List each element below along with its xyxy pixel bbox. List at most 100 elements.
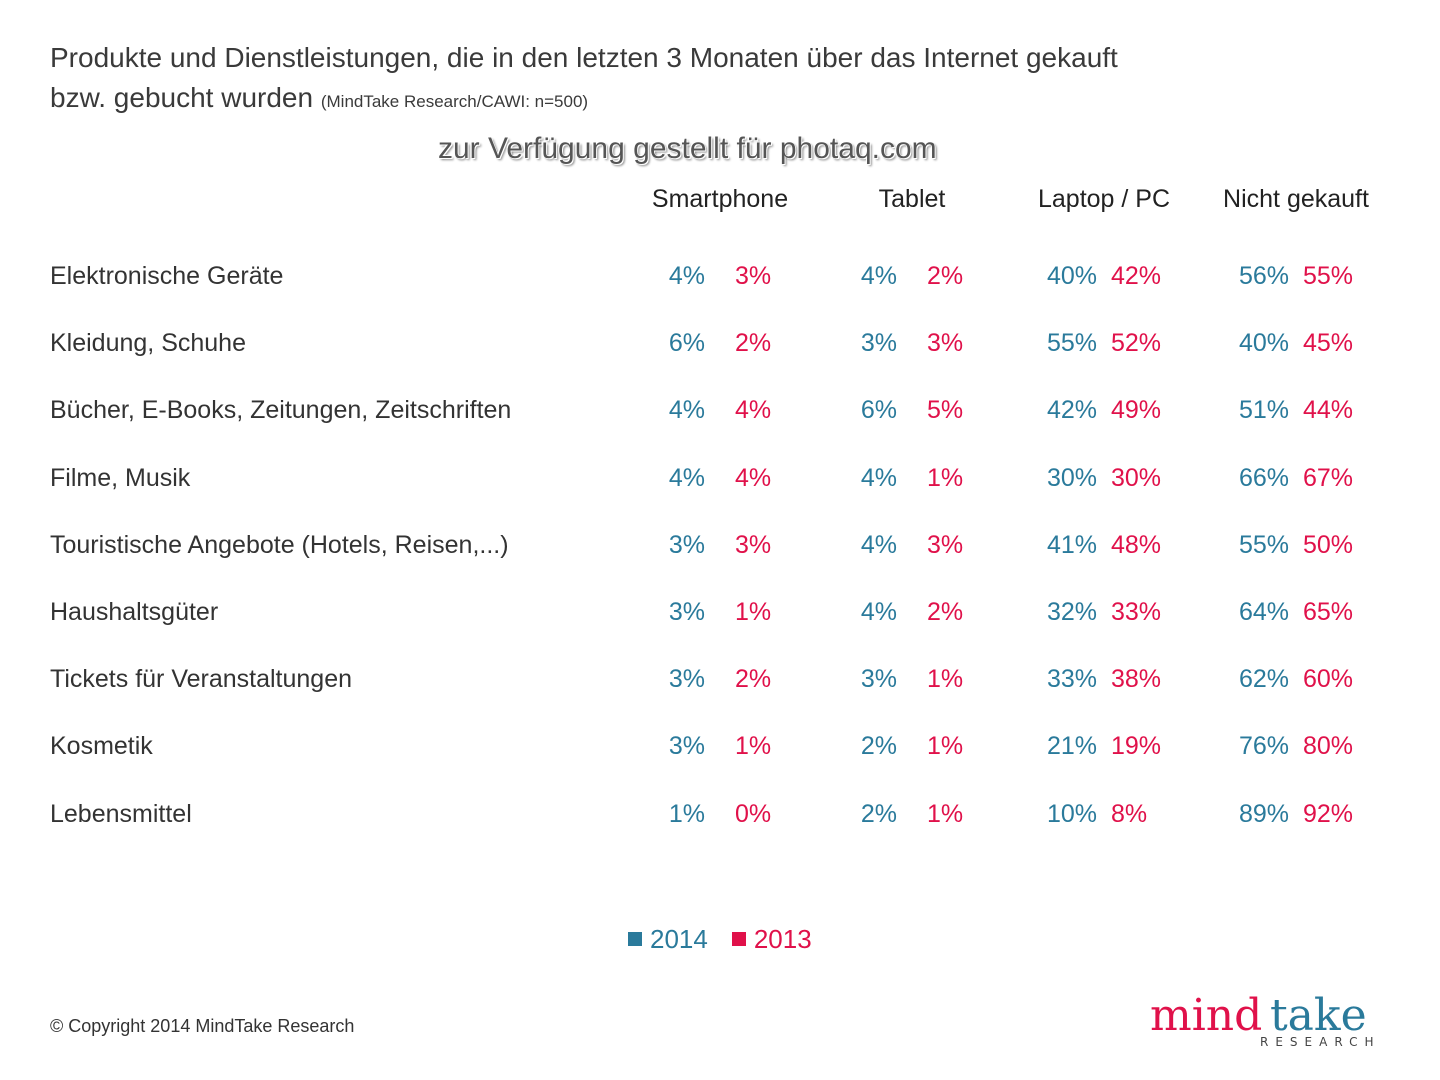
chart-subtitle: (MindTake Research/CAWI: n=500)	[320, 92, 589, 111]
value-2013: 3%	[735, 530, 772, 559]
value-2013: 80%	[1303, 732, 1354, 761]
value-2013: 1%	[927, 463, 964, 492]
value-2014: 30%	[1046, 463, 1097, 492]
row-label: Haushaltsgüter	[50, 598, 219, 626]
row-label: Kosmetik	[50, 732, 153, 761]
copyright: © Copyright 2014 MindTake Research	[50, 1016, 355, 1036]
title-line2: bzw. gebucht wurden	[50, 82, 314, 113]
value-2014: 76%	[1238, 732, 1289, 761]
value-2014: 4%	[860, 262, 897, 290]
value-2013: 2%	[927, 598, 964, 626]
value-2014: 3%	[668, 530, 705, 559]
column-header: Nicht gekauft	[1223, 185, 1369, 213]
value-2013: 33%	[1111, 598, 1162, 626]
chart-title: Produkte und Dienstleistungen, die in de…	[50, 42, 1118, 73]
legend-item-2014: 2014	[628, 924, 708, 955]
value-2014: 41%	[1046, 530, 1097, 559]
row-label: Elektronische Geräte	[50, 262, 284, 290]
value-2013: 55%	[1303, 262, 1354, 290]
value-2013: 4%	[735, 463, 772, 492]
value-2014: 55%	[1046, 329, 1097, 358]
value-2013: 2%	[735, 329, 772, 358]
value-2013: 3%	[927, 530, 964, 559]
watermark: zur Verfügung gestellt für photaq.com	[438, 132, 937, 165]
value-2013: 67%	[1303, 463, 1354, 492]
value-2014: 10%	[1046, 799, 1097, 828]
value-2013: 2%	[927, 262, 964, 290]
value-2013: 3%	[927, 329, 964, 358]
svg-text:RESEARCH: RESEARCH	[1260, 1035, 1380, 1049]
value-2013: 60%	[1303, 665, 1354, 694]
value-2014: 3%	[860, 329, 897, 358]
legend-label: 2013	[753, 924, 812, 954]
value-2014: 4%	[668, 463, 705, 492]
value-2013: 0%	[735, 799, 772, 828]
value-2013: 1%	[735, 732, 772, 761]
row-label: Filme, Musik	[50, 463, 191, 492]
legend-label: 2014	[650, 924, 708, 954]
value-2014: 4%	[860, 463, 897, 492]
value-2013: 50%	[1303, 530, 1354, 559]
row-label: Lebensmittel	[50, 799, 192, 828]
row-label: Kleidung, Schuhe	[50, 329, 246, 358]
value-2014: 64%	[1238, 598, 1289, 626]
value-2014: 6%	[860, 396, 897, 425]
value-2014: 6%	[668, 329, 705, 358]
value-2014: 4%	[668, 396, 705, 425]
value-2014: 51%	[1238, 396, 1289, 425]
value-2013: 5%	[927, 396, 964, 425]
column-header: Tablet	[878, 185, 946, 213]
value-2014: 2%	[860, 732, 897, 761]
value-2013: 1%	[735, 598, 772, 626]
row-label: Bücher, E-Books, Zeitungen, Zeitschrifte…	[50, 396, 512, 425]
value-2013: 42%	[1111, 262, 1162, 290]
value-2014: 55%	[1238, 530, 1289, 559]
value-2013: 3%	[735, 262, 772, 290]
value-2014: 40%	[1238, 329, 1289, 358]
value-2013: 8%	[1111, 799, 1148, 828]
value-2013: 19%	[1111, 732, 1162, 761]
value-2014: 21%	[1046, 732, 1097, 761]
legend: 2014 2013	[628, 924, 812, 955]
value-2014: 62%	[1238, 665, 1289, 694]
svg-text:take: take	[1270, 990, 1367, 1041]
legend-swatch	[731, 932, 746, 946]
value-2014: 33%	[1046, 665, 1097, 694]
row-label: Touristische Angebote (Hotels, Reisen,..…	[50, 530, 509, 559]
value-2014: 89%	[1238, 799, 1289, 828]
value-2013: 30%	[1111, 463, 1162, 492]
value-2013: 65%	[1303, 598, 1354, 626]
svg-text:mind: mind	[1150, 990, 1262, 1041]
value-2014: 3%	[668, 732, 705, 761]
value-2014: 2%	[860, 799, 897, 828]
value-2013: 52%	[1111, 329, 1162, 358]
value-2014: 3%	[668, 665, 705, 694]
value-2014: 4%	[860, 598, 897, 626]
chart-title-line2: bzw. gebucht wurden (MindTake Research/C…	[50, 82, 588, 114]
row-label: Tickets für Veranstaltungen	[50, 665, 353, 694]
value-2013: 38%	[1111, 665, 1162, 694]
legend-swatch	[628, 932, 642, 946]
value-2014: 3%	[860, 665, 897, 694]
column-header: Laptop / PC	[1037, 185, 1171, 213]
value-2014: 66%	[1238, 463, 1289, 492]
value-2013: 45%	[1303, 329, 1354, 358]
mindtake-logo: mind take RESEARCH	[1150, 990, 1380, 1049]
column-header: Smartphone	[651, 185, 789, 213]
value-2014: 40%	[1046, 262, 1097, 290]
value-2013: 1%	[927, 732, 964, 761]
value-2013: 2%	[735, 665, 772, 694]
value-2013: 1%	[927, 665, 964, 694]
value-2013: 44%	[1303, 396, 1354, 425]
value-2013: 92%	[1303, 799, 1354, 828]
value-2013: 1%	[927, 799, 964, 828]
value-2014: 4%	[668, 262, 705, 290]
value-2014: 1%	[668, 799, 705, 828]
value-2013: 48%	[1111, 530, 1162, 559]
value-2014: 3%	[668, 598, 705, 626]
value-2014: 4%	[860, 530, 897, 559]
legend-item-2013: 2013	[731, 924, 812, 955]
value-2013: 4%	[735, 396, 772, 425]
value-2014: 42%	[1046, 396, 1097, 425]
value-2014: 56%	[1238, 262, 1289, 290]
